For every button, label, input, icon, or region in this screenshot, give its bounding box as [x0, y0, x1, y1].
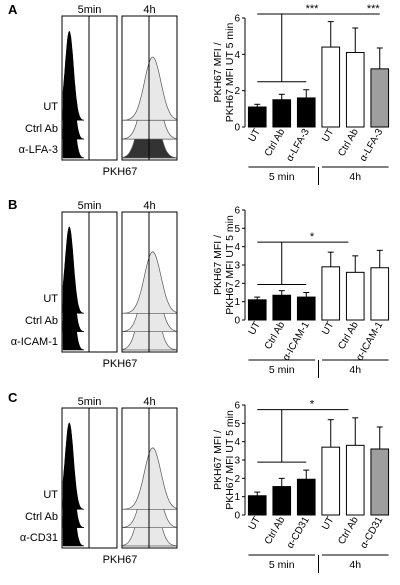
y-axis-label-line: PKH67 MFI UT 5 min [224, 23, 236, 123]
x-tick-label: Ctrl Ab [263, 515, 288, 547]
bar [247, 299, 267, 321]
hist-row-label: Ctrl Ab [25, 511, 58, 523]
hist-row-label: Ctrl Ab [25, 315, 58, 327]
x-tick-label: UT [320, 515, 336, 532]
hist-x-label: PKH67 [103, 358, 138, 370]
y-tick-label: 5 [234, 224, 240, 235]
hist-time-label: 5min [78, 4, 102, 16]
hist-x-label: PKH67 [103, 166, 138, 178]
y-axis-label: PKH67 MFI /PKH67 MFI UT 5 min [212, 410, 236, 510]
y-tick-label: 3 [234, 261, 240, 272]
group-label: 5 min [269, 559, 295, 571]
bar [247, 106, 267, 128]
group-label: 5 min [269, 364, 295, 376]
histogram-trace [62, 30, 85, 121]
y-axis-label-line: PKH67 MFI UT 5 min [224, 410, 236, 510]
bar [272, 486, 292, 516]
y-tick-label: 2 [234, 86, 240, 97]
hist-row-label: UT [43, 101, 58, 113]
y-axis-label-line: PKH67 MFI / [212, 235, 224, 295]
y-axis-label-line: PKH67 MFI / [212, 430, 224, 490]
y-tick-label: 6 [234, 206, 240, 217]
bar [345, 444, 365, 516]
bar [345, 52, 365, 128]
bar [345, 271, 365, 321]
bar [370, 448, 390, 516]
y-tick-label: 2 [234, 474, 240, 485]
y-tick-label: 3 [234, 456, 240, 467]
panel-letter: B [8, 197, 17, 212]
hist-row-label: UT [43, 489, 58, 501]
y-axis-label: PKH67 MFI /PKH67 MFI UT 5 min [212, 23, 236, 123]
y-tick-label: 1 [234, 492, 240, 503]
histogram-trace [62, 422, 85, 510]
x-tick-label: Ctrl Ab [336, 127, 361, 159]
x-tick-label: α-CD31 [285, 515, 312, 551]
bar [296, 478, 316, 516]
significance-label: *** [367, 3, 381, 15]
x-tick-label: Ctrl Ab [336, 515, 361, 547]
x-tick-label: UT [247, 320, 263, 337]
hist-row-label: α-ICAM-1 [11, 336, 58, 348]
panel-letter: C [8, 390, 18, 405]
y-tick-label: 6 [234, 14, 240, 25]
x-tick-label: Ctrl Ab [263, 127, 288, 159]
bar [296, 97, 316, 128]
histogram-trace [62, 226, 85, 314]
bar [321, 46, 341, 128]
x-tick-label: UT [320, 127, 336, 144]
y-tick-label: 0 [234, 511, 240, 522]
y-tick-label: 4 [234, 437, 240, 448]
bar [272, 294, 292, 321]
x-tick-label: UT [247, 515, 263, 532]
bar [370, 68, 390, 128]
significance-label: * [310, 399, 315, 411]
group-label: 4h [349, 364, 361, 376]
x-tick-label: Ctrl Ab [336, 320, 361, 352]
y-tick-label: 0 [234, 316, 240, 327]
hist-time-label: 5min [78, 396, 102, 408]
x-tick-label: α-LFA-3 [284, 127, 312, 164]
hist-row-label: α-CD31 [20, 532, 58, 544]
y-axis-label: PKH67 MFI /PKH67 MFI UT 5 min [212, 215, 236, 315]
y-tick-label: 6 [234, 401, 240, 412]
bar [321, 446, 341, 516]
group-label: 4h [349, 171, 361, 183]
y-tick-label: 0 [234, 123, 240, 134]
y-axis-label-line: PKH67 MFI / [212, 42, 224, 102]
bar [370, 267, 390, 321]
hist-time-label: 4h [143, 4, 155, 16]
hist-x-label: PKH67 [103, 554, 138, 566]
bar [296, 296, 316, 321]
x-tick-label: Ctrl Ab [263, 320, 288, 352]
bar [321, 266, 341, 321]
hist-row-label: UT [43, 293, 58, 305]
y-tick-label: 5 [234, 419, 240, 430]
hist-time-label: 4h [143, 200, 155, 212]
hist-time-label: 4h [143, 396, 155, 408]
x-tick-label: α-CD31 [358, 515, 385, 551]
hist-time-label: 5min [78, 200, 102, 212]
y-tick-label: 4 [234, 50, 240, 61]
bar [272, 99, 292, 128]
hist-row-label: Ctrl Ab [25, 123, 58, 135]
y-axis-label-line: PKH67 MFI UT 5 min [224, 215, 236, 315]
panel-letter: A [8, 2, 18, 17]
x-tick-label: UT [320, 320, 336, 337]
hist-row-label: α-LFA-3 [19, 144, 58, 156]
x-tick-label: α-LFA-3 [358, 127, 386, 164]
y-tick-label: 4 [234, 242, 240, 253]
bar [247, 495, 267, 516]
x-tick-label: UT [247, 127, 263, 144]
group-label: 4h [349, 559, 361, 571]
y-tick-label: 2 [234, 279, 240, 290]
significance-label: *** [306, 3, 320, 15]
significance-label: * [310, 231, 315, 243]
group-label: 5 min [269, 171, 295, 183]
y-tick-label: 1 [234, 297, 240, 308]
